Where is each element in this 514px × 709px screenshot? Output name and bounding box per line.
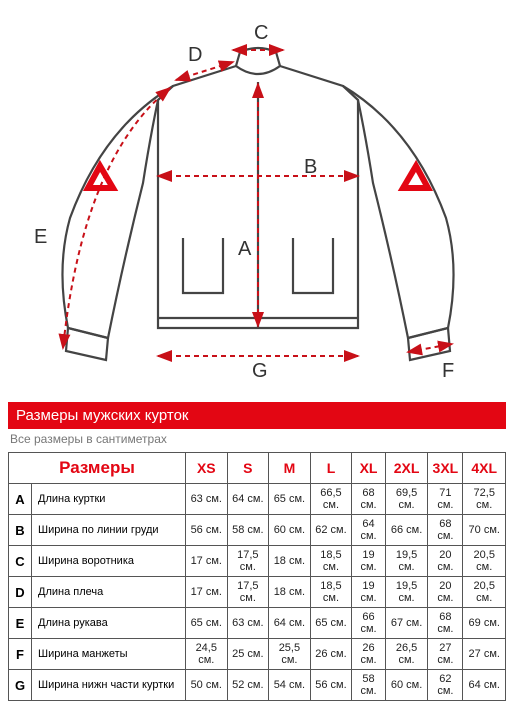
- cell: 25,5 см.: [269, 639, 311, 670]
- row-key: D: [9, 577, 32, 608]
- cell: 17,5 см.: [227, 577, 269, 608]
- cell: 71 см.: [428, 484, 463, 515]
- table-row: EДлина рукава65 см.63 см.64 см.65 см.66 …: [9, 608, 506, 639]
- cell: 20,5 см.: [463, 546, 506, 577]
- row-key: E: [9, 608, 32, 639]
- cell: 56 см.: [310, 670, 352, 701]
- subtitle: Все размеры в сантиметрах: [8, 429, 506, 452]
- row-label: Длина плеча: [32, 577, 186, 608]
- cell: 19,5 см.: [385, 546, 427, 577]
- row-key: F: [9, 639, 32, 670]
- cell: 20,5 см.: [463, 577, 506, 608]
- cell: 69,5 см.: [385, 484, 427, 515]
- label-b: B: [304, 156, 317, 179]
- cell: 18 см.: [269, 546, 311, 577]
- cell: 65 см.: [310, 608, 352, 639]
- cell: 18,5 см.: [310, 577, 352, 608]
- jacket-svg: [8, 8, 506, 398]
- cell: 20 см.: [428, 546, 463, 577]
- cell: 17 см.: [186, 577, 228, 608]
- cell: 19 см.: [352, 577, 386, 608]
- row-key: C: [9, 546, 32, 577]
- cell: 58 см.: [227, 515, 269, 546]
- cell: 66 см.: [385, 515, 427, 546]
- cell: 26 см.: [310, 639, 352, 670]
- cell: 25 см.: [227, 639, 269, 670]
- table-row: FШирина манжеты24,5 см.25 см.25,5 см.26 …: [9, 639, 506, 670]
- table-row: GШирина нижн части куртки50 см.52 см.54 …: [9, 670, 506, 701]
- row-key: A: [9, 484, 32, 515]
- cell: 68 см.: [352, 484, 386, 515]
- cell: 64 см.: [227, 484, 269, 515]
- cell: 54 см.: [269, 670, 311, 701]
- cell: 64 см.: [463, 670, 506, 701]
- col-2xl: 2XL: [385, 453, 427, 484]
- row-key: G: [9, 670, 32, 701]
- row-key: B: [9, 515, 32, 546]
- row-label: Длина куртки: [32, 484, 186, 515]
- cell: 50 см.: [186, 670, 228, 701]
- col-xs: XS: [186, 453, 228, 484]
- row-label: Ширина нижн части куртки: [32, 670, 186, 701]
- col-xl: XL: [352, 453, 386, 484]
- cell: 62 см.: [310, 515, 352, 546]
- col-3xl: 3XL: [428, 453, 463, 484]
- cell: 26,5 см.: [385, 639, 427, 670]
- label-f: F: [442, 360, 454, 383]
- cell: 66,5 см.: [310, 484, 352, 515]
- table-row: BШирина по линии груди56 см.58 см.60 см.…: [9, 515, 506, 546]
- cell: 27 см.: [463, 639, 506, 670]
- cell: 60 см.: [269, 515, 311, 546]
- cell: 52 см.: [227, 670, 269, 701]
- cell: 20 см.: [428, 577, 463, 608]
- col-s: S: [227, 453, 269, 484]
- size-table: Размеры XS S M L XL 2XL 3XL 4XL AДлина к…: [8, 452, 506, 701]
- cell: 63 см.: [186, 484, 228, 515]
- cell: 65 см.: [186, 608, 228, 639]
- col-4xl: 4XL: [463, 453, 506, 484]
- cell: 68 см.: [428, 608, 463, 639]
- cell: 69 см.: [463, 608, 506, 639]
- label-e: E: [34, 226, 47, 249]
- sizes-header: Размеры: [59, 458, 135, 477]
- cell: 24,5 см.: [186, 639, 228, 670]
- cell: 67 см.: [385, 608, 427, 639]
- label-d: D: [188, 44, 202, 67]
- cell: 26 см.: [352, 639, 386, 670]
- table-row: DДлина плеча17 см.17,5 см.18 см.18,5 см.…: [9, 577, 506, 608]
- row-label: Ширина воротника: [32, 546, 186, 577]
- table-row: AДлина куртки63 см.64 см.65 см.66,5 см.6…: [9, 484, 506, 515]
- cell: 66 см.: [352, 608, 386, 639]
- row-label: Ширина манжеты: [32, 639, 186, 670]
- cell: 19 см.: [352, 546, 386, 577]
- cell: 72,5 см.: [463, 484, 506, 515]
- cell: 18,5 см.: [310, 546, 352, 577]
- cell: 58 см.: [352, 670, 386, 701]
- label-g: G: [252, 360, 268, 383]
- jacket-diagram: C D B A E F G: [8, 8, 506, 398]
- title-bar: Размеры мужских курток: [8, 402, 506, 429]
- row-label: Ширина по линии груди: [32, 515, 186, 546]
- cell: 27 см.: [428, 639, 463, 670]
- cell: 17,5 см.: [227, 546, 269, 577]
- cell: 64 см.: [352, 515, 386, 546]
- cell: 17 см.: [186, 546, 228, 577]
- cell: 60 см.: [385, 670, 427, 701]
- label-c: C: [254, 22, 268, 45]
- cell: 62 см.: [428, 670, 463, 701]
- table-row: CШирина воротника17 см.17,5 см.18 см.18,…: [9, 546, 506, 577]
- cell: 56 см.: [186, 515, 228, 546]
- cell: 70 см.: [463, 515, 506, 546]
- cell: 18 см.: [269, 577, 311, 608]
- row-label: Длина рукава: [32, 608, 186, 639]
- cell: 19,5 см.: [385, 577, 427, 608]
- cell: 64 см.: [269, 608, 311, 639]
- cell: 65 см.: [269, 484, 311, 515]
- col-m: M: [269, 453, 311, 484]
- label-a: A: [238, 238, 251, 261]
- cell: 63 см.: [227, 608, 269, 639]
- col-l: L: [310, 453, 352, 484]
- cell: 68 см.: [428, 515, 463, 546]
